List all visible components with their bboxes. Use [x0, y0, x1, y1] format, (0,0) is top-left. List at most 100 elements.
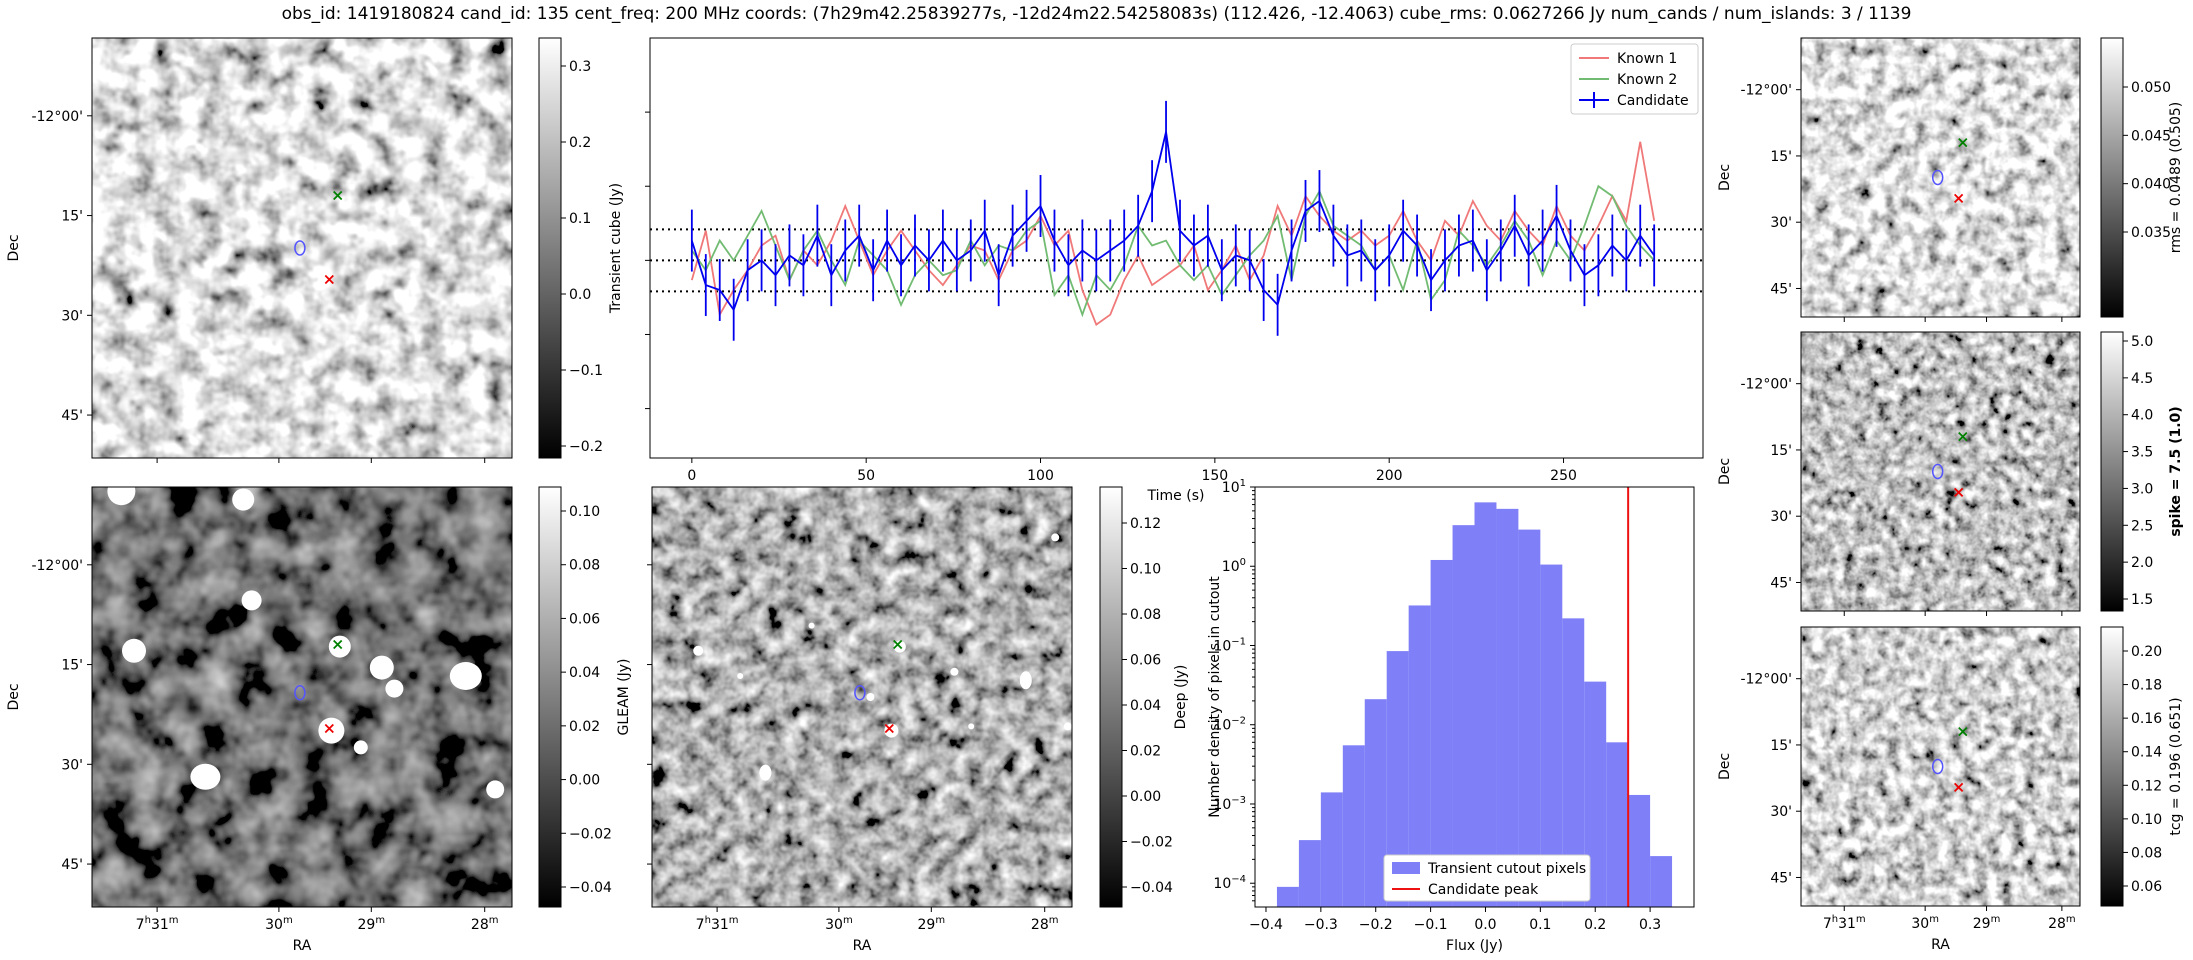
- tcg-ra-tick-label-2: 29m: [1973, 914, 2001, 932]
- gleam-colorbar-label: GLEAM (Jy): [616, 659, 632, 736]
- lightcurve-legend: [1570, 43, 1699, 115]
- tcg-image: [1801, 627, 2080, 906]
- transient-colorbar-label: Transient cube (Jy): [608, 183, 624, 314]
- gleam-noise: [92, 487, 512, 907]
- rms-noise: [1801, 38, 2080, 317]
- deep-noise: [652, 487, 1072, 907]
- tcg-candidate-contour: [1931, 758, 1944, 775]
- transient-dec-tick-label-2: 30': [61, 308, 83, 324]
- histogram-bar-1: [1298, 840, 1321, 907]
- spike-dec-tick-label-2: 30': [1770, 509, 1792, 525]
- rms-colorbar-tick-label-0: 0.050: [2131, 80, 2171, 96]
- panel-transient: -12°00' 15' 30' 45' Dec 0.3 0.2 0.1 0.0 −0.1 −0.2 T…: [6, 37, 624, 463]
- panel-spike: -12°00' 15' 30' 45' Dec 5.0 4.5 4.0 3.5 3.0 2.5 2.0…: [1717, 331, 2184, 616]
- lightcurve-chart: 0 50 100 150 200 250 Time (s) Known 1 Known 2 Can…: [645, 37, 1704, 504]
- lightcurve-xtick-label-1: 50: [857, 468, 875, 484]
- deep-source-9: [808, 622, 815, 629]
- transient-candidate-contour: [294, 240, 306, 256]
- spike-frame: [1800, 331, 2081, 612]
- tcg-ra-axis-label: RA: [1931, 937, 1950, 953]
- deep-ra-tick-label-0: 7h31m: [696, 915, 739, 933]
- gleam-colorbar-tick-label-6: −0.02: [569, 826, 612, 842]
- rms-dec-tick-label-1: 15': [1770, 149, 1792, 165]
- histogram-xtick-label-4: 0.0: [1474, 917, 1496, 933]
- histogram-bar-14: [1584, 681, 1607, 907]
- histogram-bar-16: [1628, 794, 1651, 907]
- histogram-bar-8: [1452, 525, 1475, 907]
- histogram-ytick-label-2: 10−1: [1213, 636, 1246, 654]
- rms-image: [1801, 38, 2080, 317]
- deep-frame: [651, 486, 1073, 908]
- deep-ra-axis-label: RA: [853, 938, 872, 954]
- gleam-source-11: [486, 780, 505, 799]
- histogram-legend-label-1: Candidate peak: [1428, 882, 1539, 898]
- spike-known1-marker: [1954, 487, 1964, 498]
- transient-colorbar-tick-label-5: −0.2: [569, 439, 603, 455]
- deep-colorbar-tick-label-5: 0.02: [1130, 744, 1161, 760]
- deep-candidate-contour: [854, 685, 866, 701]
- gleam-source-9: [190, 763, 221, 790]
- transient-dec-axis-label: Dec: [6, 234, 22, 261]
- figure-title: obs_id: 1419180824 cand_id: 135 cent_fre…: [281, 4, 1912, 24]
- spike-colorbar-tick-label-6: 2.0: [2131, 555, 2153, 571]
- deep-ra-tick-label-3: 28m: [1031, 915, 1059, 933]
- gleam-colorbar-tick-label-3: 0.04: [569, 665, 600, 681]
- tcg-ra-tick-label-0: 7h31m: [1823, 914, 1866, 932]
- spike-colorbar-tick-label-4: 3.0: [2131, 481, 2153, 497]
- lightcurve-xtick-label-4: 200: [1376, 468, 1403, 484]
- histogram-bar-17: [1650, 856, 1673, 907]
- gleam-dec-tick-label-0: -12°00': [31, 558, 83, 574]
- deep-source-11: [737, 673, 744, 679]
- histogram-xtick-label-0: −0.4: [1249, 917, 1283, 933]
- histogram-chart: −0.4 −0.3 −0.2 −0.1 0.0 0.1 0.2 0.3 Flux (Jy) 101…: [1207, 478, 1695, 954]
- transient-known2-marker: [333, 190, 343, 201]
- gleam-colorbar-tick-label-2: 0.06: [569, 611, 600, 627]
- gleam-dec-tick-label-3: 45': [61, 857, 83, 873]
- tcg-dec-tick-label-0: -12°00': [1740, 672, 1792, 688]
- spike-image: [1801, 332, 2080, 611]
- gleam-dec-axis-label: Dec: [6, 683, 22, 710]
- histogram-xtick-label-7: 0.3: [1639, 917, 1661, 933]
- transient-colorbar: [538, 37, 562, 459]
- gleam-colorbar-tick-label-7: −0.04: [569, 880, 612, 896]
- spike-candidate-contour: [1931, 463, 1944, 480]
- histogram-bar-4: [1364, 699, 1387, 907]
- gleam-source-10: [353, 740, 368, 755]
- lightcurve-legend-label-2: Candidate: [1617, 93, 1689, 109]
- histogram-ytick-label-4: 10−3: [1213, 795, 1246, 813]
- tcg-colorbar-tick-label-3: 0.14: [2131, 745, 2162, 761]
- tcg-colorbar-tick-label-5: 0.10: [2131, 812, 2162, 828]
- deep-known1-marker: [884, 723, 894, 734]
- transient-noise: [92, 38, 512, 458]
- gleam-ra-tick-label-0: 7h31m: [136, 915, 179, 933]
- deep-source-8: [1063, 722, 1072, 731]
- gleam-source-2: [241, 590, 262, 611]
- tcg-dec-tick-label-2: 30': [1770, 804, 1792, 820]
- histogram-bar-11: [1518, 529, 1541, 907]
- gleam-known1-marker: [324, 723, 334, 734]
- histogram-ytick-label-0: 101: [1222, 478, 1246, 496]
- deep-colorbar-tick-label-7: −0.02: [1130, 835, 1173, 851]
- tcg-colorbar-tick-label-2: 0.16: [2131, 711, 2162, 727]
- spike-colorbar-tick-label-0: 5.0: [2131, 334, 2153, 350]
- spike-dec-tick-label-3: 45': [1770, 575, 1792, 591]
- rms-colorbar-tick-label-1: 0.045: [2131, 128, 2171, 144]
- rms-colorbar: [2100, 37, 2124, 318]
- histogram-xtick-label-5: 0.1: [1529, 917, 1551, 933]
- deep-colorbar-tick-label-3: 0.06: [1130, 653, 1161, 669]
- deep-source-10: [968, 723, 975, 730]
- histogram-bar-10: [1496, 508, 1519, 907]
- gleam-known2-marker: [333, 639, 343, 650]
- histogram-bar-3: [1342, 745, 1365, 907]
- rms-colorbar-tick-label-2: 0.040: [2131, 177, 2171, 193]
- gleam-ra-tick-label-3: 28m: [471, 915, 499, 933]
- histogram-bar-7: [1430, 559, 1453, 907]
- tcg-dec-tick-label-3: 45': [1770, 870, 1792, 886]
- rms-dec-axis-label: Dec: [1717, 164, 1733, 191]
- transient-image: [92, 38, 512, 458]
- lightcurve-legend-label-1: Known 2: [1617, 72, 1677, 88]
- transient-colorbar-tick-label-0: 0.3: [569, 59, 591, 75]
- spike-colorbar-tick-label-7: 1.5: [2131, 592, 2153, 608]
- transient-colorbar-tick-label-2: 0.1: [569, 211, 591, 227]
- histogram-bar-0: [1276, 886, 1299, 907]
